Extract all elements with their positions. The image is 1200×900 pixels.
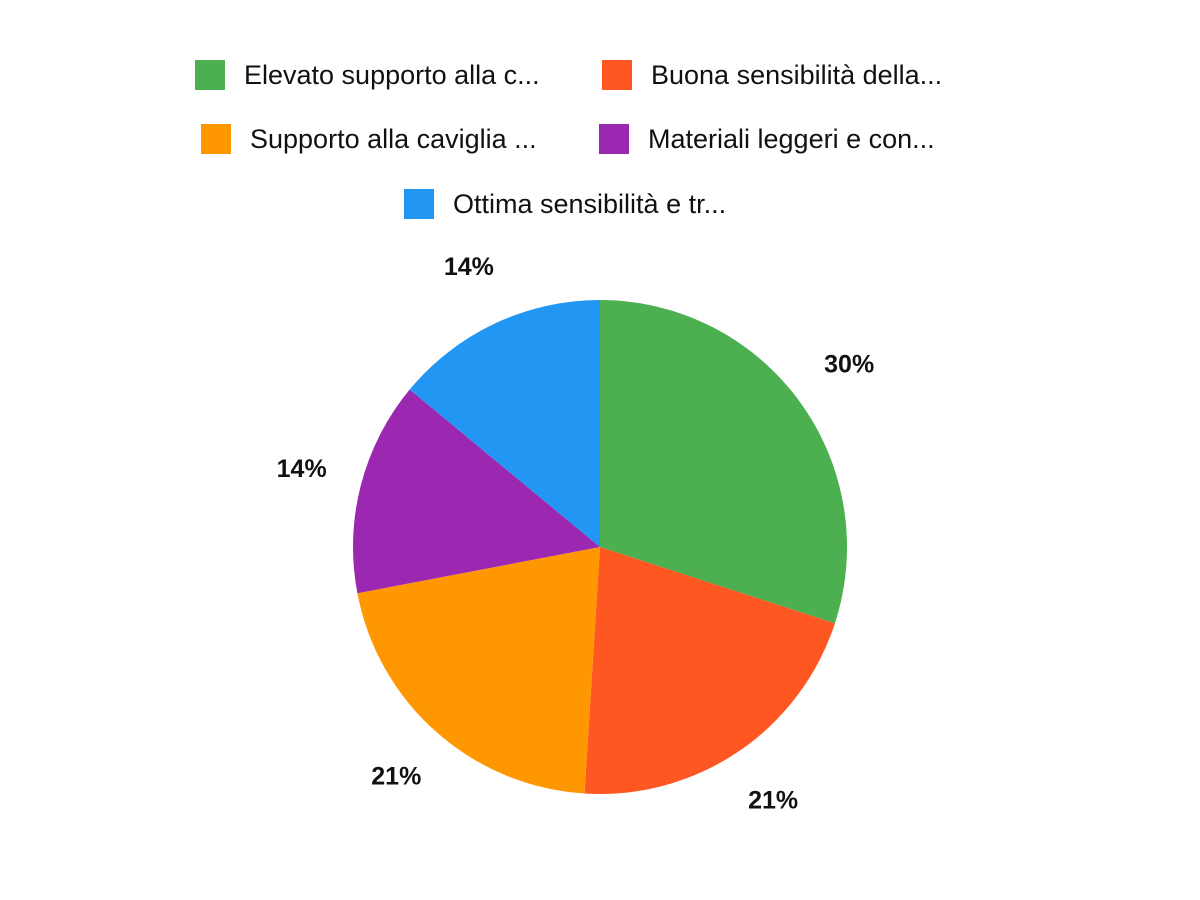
pie-slice[interactable] [600,300,847,624]
legend-item[interactable]: Supporto alla caviglia ... [201,124,537,154]
slice-data-label: 30% [824,351,874,379]
legend-label: Ottima sensibilità e tr... [453,188,727,219]
legend-swatch [201,124,231,154]
slice-data-label: 21% [748,786,798,814]
pie-slice[interactable] [353,389,600,594]
legend-label: Buona sensibilità della... [651,59,943,90]
legend-swatch [404,189,434,219]
legend-item[interactable]: Buona sensibilità della... [602,60,942,90]
slice-data-label: 21% [371,763,421,791]
legend-label: Supporto alla caviglia ... [250,123,537,154]
slice-data-label: 14% [277,455,327,483]
slice-data-label: 14% [444,253,494,281]
legend-swatch [602,60,632,90]
pie-slice[interactable] [409,300,600,547]
legend-label: Materiali leggeri e con... [648,123,935,154]
pie-slice[interactable] [584,547,835,794]
legend-item[interactable]: Ottima sensibilità e tr... [404,189,726,219]
legend-swatch [195,60,225,90]
legend-item[interactable]: Elevato supporto alla c... [195,60,540,90]
legend-swatch [599,124,629,154]
pie-slice[interactable] [357,547,600,794]
legend-label: Elevato supporto alla c... [244,59,540,90]
legend-item[interactable]: Materiali leggeri e con... [599,124,935,154]
